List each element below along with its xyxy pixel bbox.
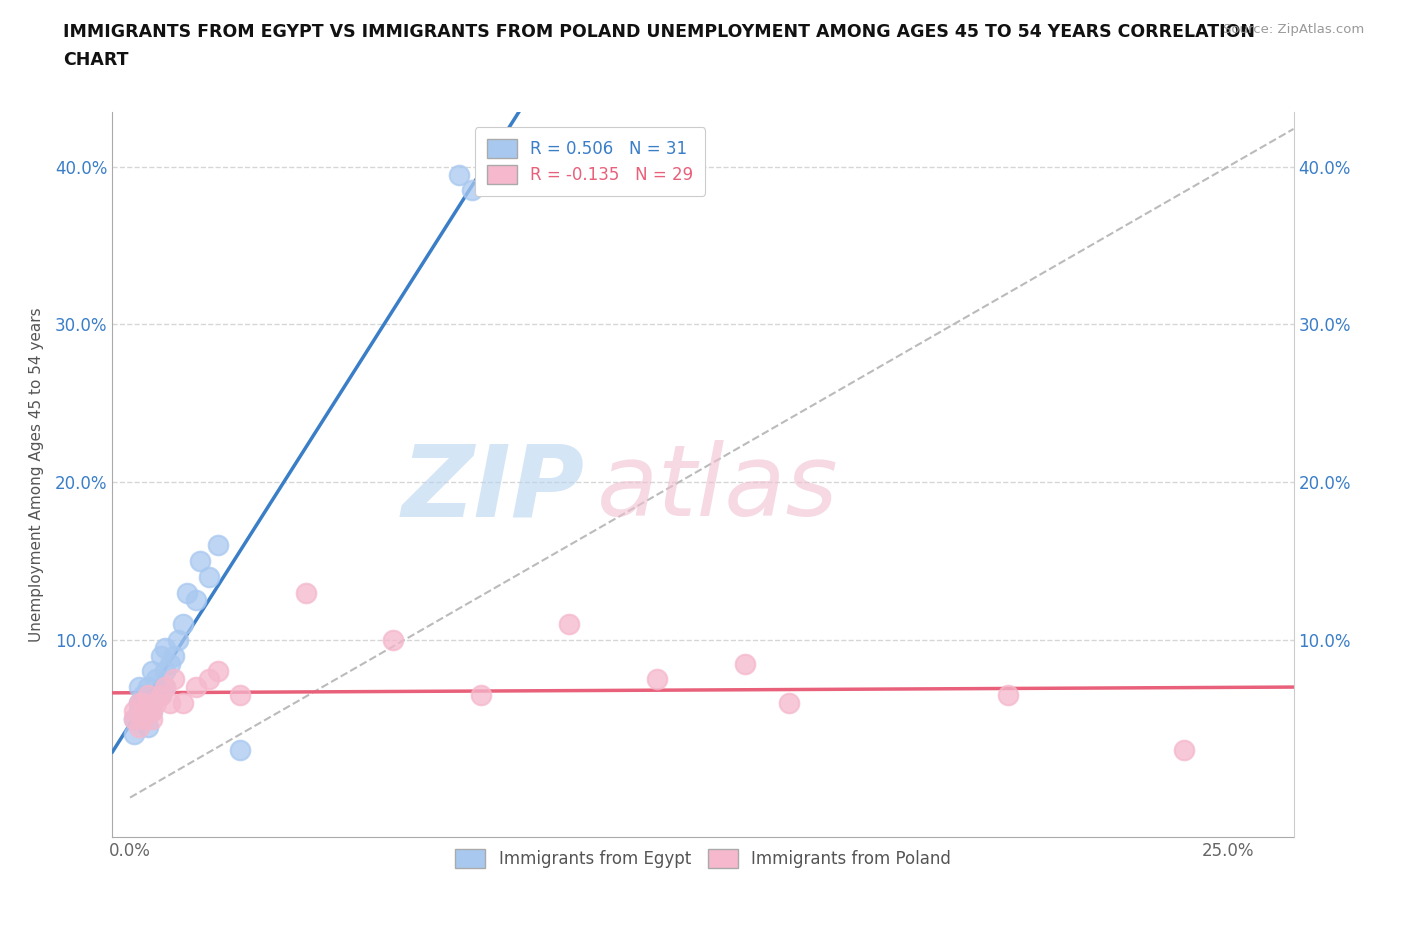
Point xyxy=(141,703,163,718)
Point xyxy=(141,664,163,679)
Point xyxy=(141,711,163,726)
Point xyxy=(188,553,211,568)
Point xyxy=(382,632,405,647)
Text: Source: ZipAtlas.com: Source: ZipAtlas.com xyxy=(1223,23,1364,36)
Point xyxy=(470,687,492,702)
Point xyxy=(124,711,146,726)
Point xyxy=(132,696,155,711)
Point xyxy=(136,680,159,695)
Point xyxy=(149,687,172,702)
Point xyxy=(128,696,150,711)
Point xyxy=(558,617,581,631)
Point xyxy=(132,711,155,726)
Point xyxy=(153,664,176,679)
Point xyxy=(124,711,146,726)
Point xyxy=(172,696,194,711)
Legend: Immigrants from Egypt, Immigrants from Poland: Immigrants from Egypt, Immigrants from P… xyxy=(444,837,962,880)
Point xyxy=(229,743,252,758)
Point xyxy=(141,703,163,718)
Point xyxy=(294,585,316,600)
Point xyxy=(207,538,229,552)
Point xyxy=(136,719,159,734)
Text: CHART: CHART xyxy=(63,51,129,69)
Point xyxy=(149,648,172,663)
Point xyxy=(159,696,181,711)
Y-axis label: Unemployment Among Ages 45 to 54 years: Unemployment Among Ages 45 to 54 years xyxy=(30,307,44,642)
Point xyxy=(198,671,221,686)
Point xyxy=(184,680,207,695)
Point xyxy=(163,671,186,686)
Point xyxy=(124,727,146,742)
Point xyxy=(145,696,167,711)
Point xyxy=(124,703,146,718)
Point xyxy=(997,687,1019,702)
Point xyxy=(128,680,150,695)
Point xyxy=(207,664,229,679)
Text: ZIP: ZIP xyxy=(402,440,585,538)
Point xyxy=(128,703,150,718)
Point xyxy=(128,719,150,734)
Point xyxy=(128,696,150,711)
Point xyxy=(136,703,159,718)
Point xyxy=(153,680,176,695)
Point xyxy=(449,167,471,182)
Point xyxy=(136,687,159,702)
Point xyxy=(145,671,167,686)
Point xyxy=(149,687,172,702)
Point xyxy=(172,617,194,631)
Point xyxy=(167,632,190,647)
Text: IMMIGRANTS FROM EGYPT VS IMMIGRANTS FROM POLAND UNEMPLOYMENT AMONG AGES 45 TO 54: IMMIGRANTS FROM EGYPT VS IMMIGRANTS FROM… xyxy=(63,23,1256,41)
Point xyxy=(141,696,163,711)
Point xyxy=(159,656,181,671)
Point xyxy=(153,641,176,656)
Point xyxy=(163,648,186,663)
Point xyxy=(1173,743,1195,758)
Point xyxy=(132,711,155,726)
Text: atlas: atlas xyxy=(596,440,838,538)
Point xyxy=(132,696,155,711)
Point xyxy=(229,687,252,702)
Point xyxy=(184,593,207,608)
Point xyxy=(198,569,221,584)
Point xyxy=(778,696,800,711)
Point xyxy=(132,687,155,702)
Point xyxy=(461,183,484,198)
Point xyxy=(645,671,668,686)
Point xyxy=(734,656,756,671)
Point xyxy=(176,585,198,600)
Point xyxy=(153,680,176,695)
